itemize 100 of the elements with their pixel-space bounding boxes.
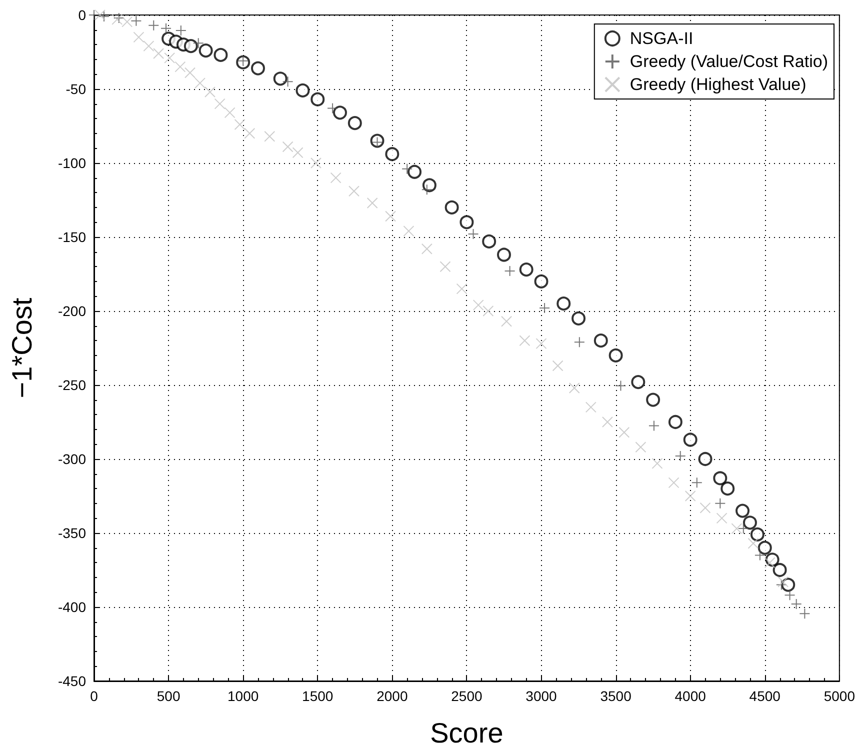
point bbox=[408, 164, 422, 179]
point bbox=[519, 335, 530, 346]
point bbox=[646, 392, 660, 407]
point bbox=[192, 38, 204, 49]
point bbox=[214, 98, 226, 110]
point bbox=[296, 83, 310, 98]
point bbox=[251, 61, 265, 76]
point bbox=[736, 504, 750, 518]
point bbox=[440, 261, 451, 272]
point bbox=[174, 61, 186, 72]
point bbox=[310, 92, 325, 106]
y-tick-label: -350 bbox=[58, 525, 86, 541]
point bbox=[574, 336, 585, 348]
point bbox=[310, 158, 322, 168]
point bbox=[282, 141, 294, 152]
y-tick-label: -450 bbox=[58, 673, 86, 689]
point bbox=[468, 228, 479, 240]
point bbox=[648, 420, 660, 432]
legend-label: NSGA-II bbox=[630, 29, 694, 48]
point bbox=[742, 516, 757, 530]
point bbox=[536, 338, 547, 350]
x-axis-title: Score bbox=[430, 718, 504, 748]
point bbox=[714, 498, 726, 509]
point bbox=[594, 334, 608, 348]
point bbox=[456, 283, 468, 294]
point bbox=[784, 590, 796, 601]
point bbox=[214, 48, 228, 62]
point bbox=[204, 86, 216, 98]
x-tick-label: 0 bbox=[90, 688, 98, 704]
point bbox=[348, 186, 360, 197]
point bbox=[552, 360, 564, 372]
point bbox=[764, 557, 776, 568]
point bbox=[631, 375, 646, 390]
point bbox=[501, 316, 512, 327]
point bbox=[122, 16, 133, 28]
x-tick-label: 1500 bbox=[302, 688, 334, 704]
point bbox=[668, 477, 680, 488]
x-tick-label: 1000 bbox=[228, 688, 259, 704]
point bbox=[700, 502, 711, 514]
x-tick-label: 2500 bbox=[451, 688, 482, 704]
point bbox=[164, 52, 176, 64]
point bbox=[754, 550, 766, 561]
point bbox=[519, 262, 534, 277]
point bbox=[608, 348, 623, 362]
point bbox=[758, 540, 772, 555]
point bbox=[585, 402, 596, 413]
point bbox=[472, 300, 484, 311]
x-tick-label: 4500 bbox=[749, 688, 781, 704]
x-tick-label: 5000 bbox=[824, 688, 856, 704]
y-tick-label: -100 bbox=[58, 155, 86, 171]
point bbox=[330, 172, 342, 184]
point bbox=[482, 306, 494, 316]
x-tick-label: 500 bbox=[156, 688, 180, 704]
point bbox=[348, 116, 362, 130]
y-tick-label: -50 bbox=[66, 81, 86, 97]
point bbox=[194, 78, 206, 89]
point bbox=[133, 32, 144, 43]
point bbox=[497, 248, 511, 262]
point bbox=[713, 471, 728, 486]
point bbox=[385, 147, 400, 162]
y-axis-title: −1*Cost bbox=[6, 298, 38, 398]
point bbox=[184, 39, 198, 54]
point bbox=[668, 415, 682, 429]
point bbox=[482, 234, 496, 248]
point bbox=[652, 458, 663, 469]
x-tick-label: 3000 bbox=[526, 688, 558, 704]
point bbox=[143, 40, 154, 52]
point bbox=[504, 266, 516, 277]
point bbox=[327, 102, 338, 114]
point bbox=[292, 147, 304, 158]
point bbox=[238, 55, 249, 66]
point bbox=[691, 477, 702, 488]
point bbox=[402, 163, 413, 174]
point bbox=[224, 107, 236, 118]
point bbox=[282, 76, 294, 88]
x-tick-label: 2000 bbox=[376, 688, 408, 704]
y-tick-label: -150 bbox=[58, 229, 86, 245]
point bbox=[602, 416, 613, 428]
point bbox=[421, 184, 432, 196]
point bbox=[264, 130, 276, 142]
point bbox=[403, 226, 414, 237]
point bbox=[385, 210, 396, 222]
y-tick-label: -400 bbox=[58, 599, 86, 615]
y-tick-label: -200 bbox=[58, 303, 86, 319]
point bbox=[234, 119, 246, 130]
point bbox=[130, 15, 142, 26]
point bbox=[683, 432, 698, 447]
x-tick-label: 3500 bbox=[600, 688, 632, 704]
y-tick-label: 0 bbox=[78, 7, 86, 23]
point bbox=[273, 72, 288, 86]
point bbox=[615, 380, 626, 392]
point bbox=[366, 197, 378, 208]
point bbox=[148, 20, 160, 31]
point bbox=[776, 579, 787, 590]
point bbox=[731, 523, 742, 534]
point bbox=[153, 48, 164, 59]
point bbox=[421, 243, 432, 254]
point bbox=[556, 296, 571, 311]
point bbox=[184, 67, 196, 78]
point bbox=[160, 22, 172, 34]
